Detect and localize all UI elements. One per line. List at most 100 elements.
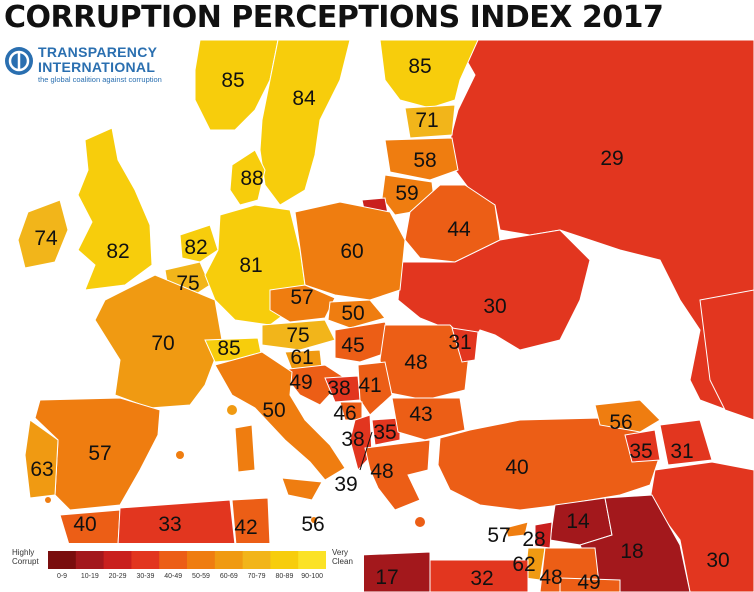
legend-tick-label: 90-100 [301,573,324,580]
legend-swatch [131,551,160,569]
country-score-label: 50 [262,399,285,422]
legend-tick-label: 20-29 [108,573,127,580]
country-score-label: 33 [158,513,181,536]
country-score-label: 85 [221,69,244,92]
country-score-label: 48 [404,351,427,374]
map-legend: Highly Corrupt Very Clean 0-9 10-19 20-29 3… [2,543,364,592]
country-latvia [384,137,459,181]
country-georgia [594,399,661,433]
country-score-label: 58 [413,149,436,172]
country-score-label: 85 [217,337,240,360]
country-score-label: 75 [176,272,199,295]
country-score-label: 88 [240,167,263,190]
country-serbia [357,361,393,416]
legend-low-text: Highly Corrupt [12,548,39,566]
country-greece [364,439,431,511]
country-denmark [229,149,266,206]
legend-swatch [214,551,244,569]
country-score-label: 32 [470,567,493,590]
region-iceland-marker [45,497,51,503]
country-score-label: 30 [706,549,729,572]
country-score-label: 82 [106,240,129,263]
legend-tick-label: 10-19 [80,573,99,580]
legend-color-bar [48,551,326,569]
logo-line1: TRANSPARENCY [38,44,158,60]
legend-swatch [159,551,188,569]
country-estonia [404,104,456,139]
country-score-label: 45 [341,334,364,357]
legend-swatch [270,551,299,569]
country-ukraine [397,229,591,351]
country-score-label: 28 [522,528,545,551]
country-turkey [437,417,661,511]
region-sardinia [234,424,256,473]
country-score-label: 18 [620,540,643,563]
legend-tick-label: 80-89 [275,573,294,580]
country-sweden [259,39,351,206]
country-portugal [24,419,59,499]
country-score-label: 71 [415,109,438,132]
country-cyprus [504,521,529,538]
country-score-label: 50 [341,302,364,325]
country-score-label: 43 [409,403,432,426]
country-score-label: 70 [151,332,174,355]
country-azerbaijan [659,419,713,466]
legend-low-label: Highly Corrupt [12,548,44,566]
ti-logo-icon [5,47,33,75]
country-uk [77,127,153,291]
country-score-label: 17 [375,566,398,589]
country-score-label: 61 [290,346,313,369]
country-malta [311,517,317,523]
country-score-label: 63 [30,458,53,481]
legend-tick-label: 0-9 [56,573,68,580]
country-score-label: 74 [34,227,58,250]
country-macedonia [371,417,401,446]
legend-swatch [75,551,105,569]
country-saudi-arabia [559,577,621,592]
country-score-label: 57 [487,524,510,547]
country-slovakia [327,299,386,329]
country-france [94,274,223,409]
legend-tick-label: 70-79 [247,573,266,580]
country-armenia [624,429,661,463]
legend-swatch [103,551,132,569]
country-score-label: 38 [327,377,350,400]
country-score-label: 62 [512,553,535,576]
country-score-label: 14 [566,510,590,533]
country-bulgaria [391,397,466,441]
logo-tagline: the global coalition against corruption [38,75,162,84]
score-labels: 85 84 85 71 58 59 29 88 44 60 82 74 82 75 81 30 57 50 75 70… [30,55,729,592]
country-score-label: 29 [600,147,623,170]
map-title: CORRUPTION PERCEPTIONS INDEX 2017 [4,0,664,35]
country-italy [214,351,346,481]
country-score-label: 49 [289,371,312,394]
legend-swatch [242,551,271,569]
albania-leader-line [359,431,373,471]
country-score-label: 40 [73,513,96,536]
country-ireland [17,199,69,269]
legend-tick-label: 60-69 [219,573,238,580]
country-score-label: 48 [539,566,562,589]
country-score-label: 30 [483,295,506,318]
transparency-international-logo: TRANSPARENCY INTERNATIONAL the global co… [4,44,194,86]
legend-high-label: Very Clean [332,548,360,566]
country-score-label: 42 [234,516,257,539]
country-score-label: 38 [341,428,364,451]
country-score-label: 35 [373,421,396,444]
country-score-label: 57 [290,286,313,309]
legend-swatch [48,551,77,569]
country-score-label: 59 [395,182,418,205]
country-score-label: 48 [370,460,393,483]
country-netherlands [179,224,219,263]
legend-swatch [187,551,216,569]
legend-tick-label: 40-49 [164,573,183,580]
legend-tick-label: 30-39 [136,573,155,580]
country-score-label: 49 [577,571,600,592]
region-corsica [227,405,237,415]
country-score-label: 31 [448,331,471,354]
country-score-label: 56 [609,411,632,434]
country-spain [34,397,161,511]
country-finland [379,39,479,109]
region-crete [415,517,425,527]
